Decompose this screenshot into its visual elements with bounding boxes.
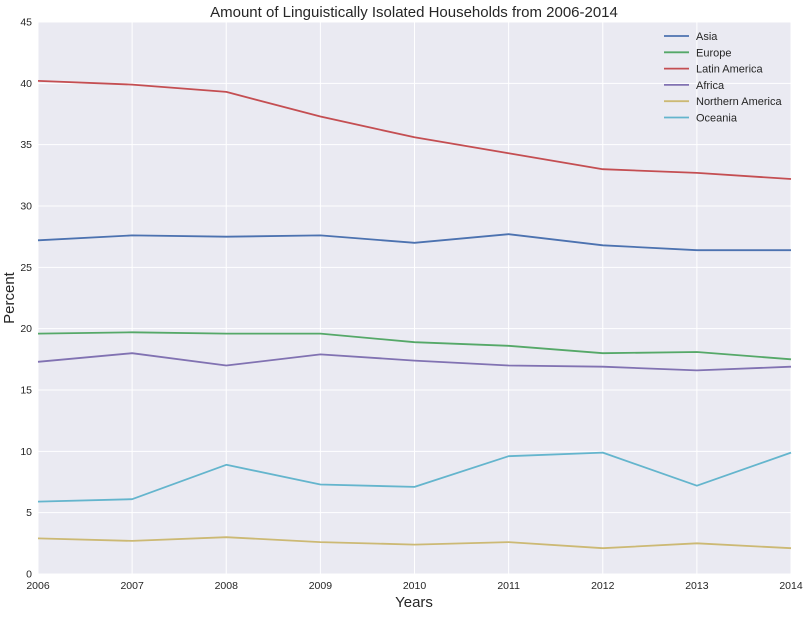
y-tick-label: 15 [20,385,32,397]
x-tick-label: 2013 [685,580,709,592]
x-axis-label: Years [395,594,433,611]
legend-label-northern-america: Northern America [696,96,782,108]
series-line-europe [37,331,792,361]
legend-label-oceania: Oceania [696,113,738,125]
grid-lines [37,21,792,575]
series-line-africa [37,352,792,372]
legend-label-europe: Europe [696,47,731,59]
x-tick-label: 2007 [120,580,144,592]
x-tick-labels: 2006 2007 2008 2009 2010 2011 2012 2013 2014 [26,580,803,592]
y-tick-label: 30 [20,201,32,213]
x-tick-label: 2014 [779,580,803,592]
y-tick-label: 5 [26,507,32,519]
x-tick-label: 2012 [591,580,615,592]
x-tick-label: 2009 [309,580,333,592]
legend-label-africa: Africa [696,80,725,92]
x-tick-label: 2011 [497,580,520,592]
y-axis-label: Percent [1,271,18,324]
series-line-latin-america [37,80,792,180]
y-tick-label: 25 [20,262,32,274]
x-tick-label: 2006 [26,580,50,592]
legend-label-latin-america: Latin America [696,64,764,76]
legend: Asia Europe Latin America Africa Northern Am… [664,31,782,125]
y-tick-label: 20 [20,323,32,335]
y-tick-label: 40 [20,78,32,90]
chart-title: Amount of Linguistically Isolated Househ… [210,4,618,21]
legend-label-asia: Asia [696,31,718,43]
y-tick-label: 0 [26,569,32,581]
series-line-northern-america [37,536,792,550]
y-tick-label: 35 [20,139,32,151]
x-tick-label: 2010 [403,580,427,592]
y-tick-label: 10 [20,446,32,458]
y-tick-label: 45 [20,17,32,29]
series-line-asia [37,233,791,252]
series-line-oceania [37,451,792,503]
y-tick-labels: 0 5 10 15 20 25 30 35 40 45 [20,17,32,581]
series-lines [37,80,792,550]
x-tick-label: 2008 [215,580,239,592]
